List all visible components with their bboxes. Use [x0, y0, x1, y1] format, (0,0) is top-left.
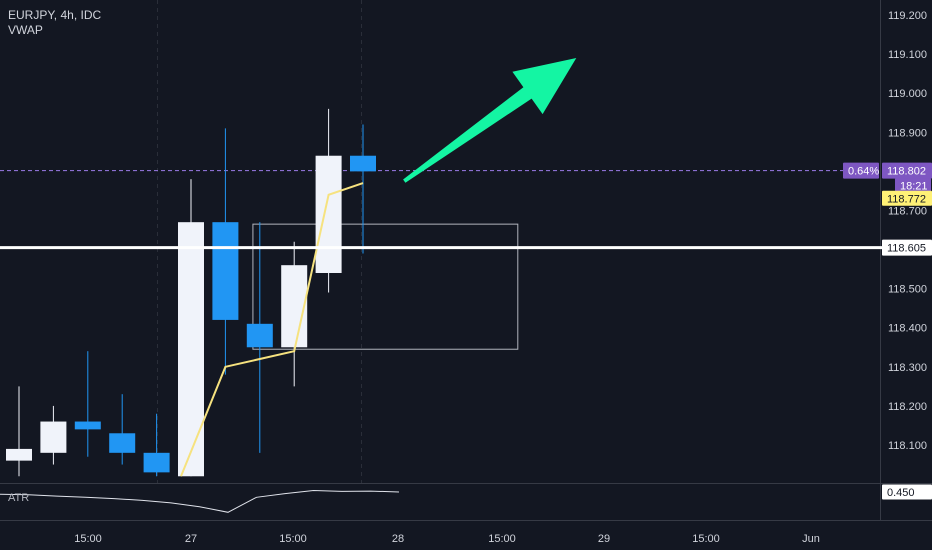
level-price-badge-text: 118.605 [887, 243, 926, 255]
vwap-price-badge-bg [882, 190, 932, 206]
current-price-badge-text: 118.802 [887, 166, 926, 178]
atr-value-badge-text: 0.450 [887, 487, 915, 499]
atr-line [0, 489, 400, 513]
level-price-badge: 118.605 [882, 239, 932, 256]
price-tick-label: 118.100 [888, 440, 927, 452]
countdown-badge-text: 18:21 [900, 181, 928, 193]
vwap-price-badge: 118.772 [882, 190, 932, 206]
candle-body-up [281, 265, 308, 348]
atr-value-badge: 0.450 [882, 484, 932, 500]
price-tick-label: 119.200 [888, 10, 927, 22]
price-change-badge: 0.64% [843, 162, 879, 179]
atr-pane [0, 489, 400, 513]
candle-body-up [315, 155, 342, 273]
candle [350, 124, 376, 254]
price-tick-label: 118.900 [888, 127, 927, 139]
price-tick-label: 119.100 [888, 49, 927, 61]
candle-body-down [143, 452, 170, 473]
time-tick-label: 28 [392, 533, 404, 545]
candle [281, 241, 308, 387]
price-tick-label: 118.700 [888, 205, 927, 217]
price-change-badge-bg [843, 162, 879, 179]
time-tick-label: Jun [802, 533, 820, 545]
candle [6, 386, 32, 477]
candle [40, 405, 67, 465]
countdown-badge: 18:21 [895, 178, 931, 194]
range-box [252, 223, 519, 350]
price-tick-label: 118.500 [888, 284, 927, 296]
price-tick-label: 118.200 [888, 401, 927, 413]
time-tick-label: 27 [185, 533, 197, 545]
time-tick-label: 15:00 [279, 533, 307, 545]
price-change-badge-text: 0.64% [848, 166, 879, 178]
candle-body-up [178, 222, 204, 477]
time-tick-label: 15:00 [488, 533, 516, 545]
time-tick-label: 15:00 [74, 533, 102, 545]
price-tick-label: 118.300 [888, 362, 927, 374]
chart-legend[interactable]: EURJPY, 4h, IDC VWAP [8, 8, 101, 38]
current-price-badge-bg [882, 162, 932, 179]
vwap-line [180, 182, 364, 477]
candle-body-down [350, 155, 376, 172]
time-tick-label: 15:00 [692, 533, 720, 545]
vwap-indicator-label[interactable]: VWAP [8, 23, 43, 37]
candle [74, 351, 101, 457]
candle [246, 222, 273, 453]
atr-value-badge-bg [882, 484, 932, 500]
candle [109, 394, 136, 465]
candle-body-down [246, 323, 273, 348]
symbol-info[interactable]: EURJPY, 4h, IDC [8, 8, 102, 22]
vwap-price-badge-text: 118.772 [887, 193, 926, 205]
candle [212, 128, 239, 375]
main-pane [0, 58, 880, 477]
candle [315, 108, 342, 293]
candle [143, 413, 170, 477]
price-tick-label: 119.000 [888, 88, 927, 100]
candle-body-up [6, 448, 32, 461]
time-tick-label: 29 [598, 533, 610, 545]
candle-body-down [74, 421, 101, 430]
current-price-badge: 118.802 [882, 162, 932, 179]
candle-body-down [212, 222, 239, 320]
candle [178, 179, 204, 477]
countdown-badge-bg [895, 178, 931, 194]
level-price-badge-bg [882, 239, 932, 256]
bullish-arrow [403, 58, 577, 183]
candle-body-up [40, 421, 67, 453]
price-tick-label: 118.400 [888, 323, 927, 335]
atr-indicator-label[interactable]: ATR [8, 492, 30, 504]
candle-body-down [109, 433, 136, 453]
